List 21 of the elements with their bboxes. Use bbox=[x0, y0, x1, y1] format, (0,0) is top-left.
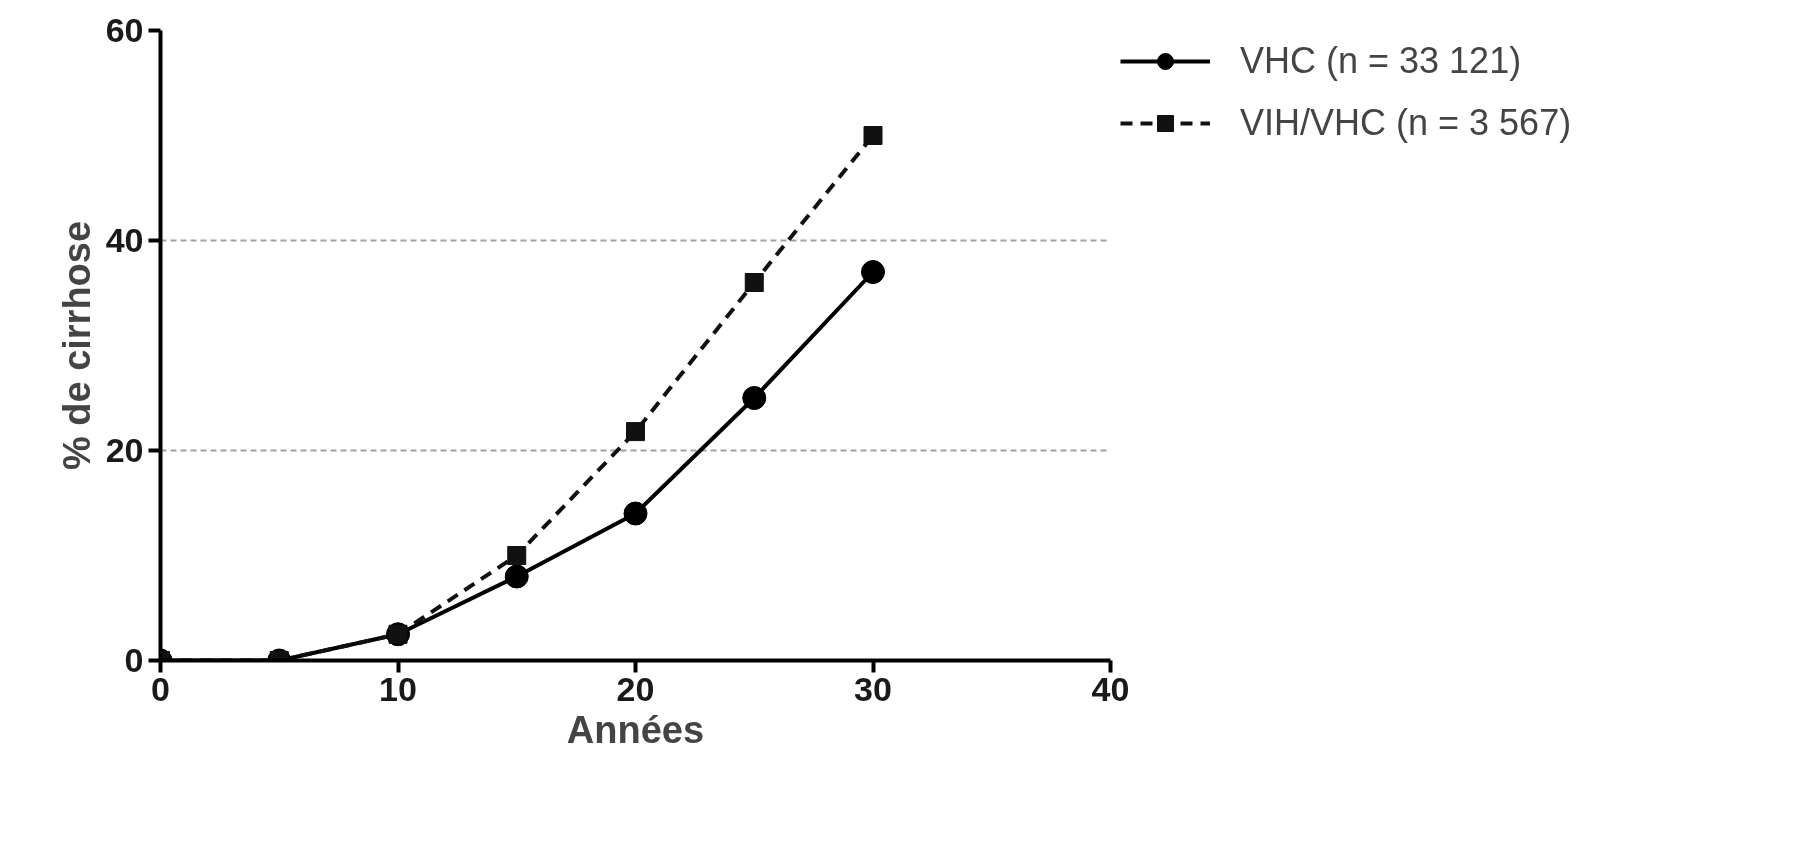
x-tick-label: 10 bbox=[379, 669, 417, 708]
x-tick-label: 40 bbox=[1091, 669, 1130, 708]
y-tick-label: 60 bbox=[105, 11, 144, 49]
point bbox=[623, 501, 648, 526]
point bbox=[507, 546, 527, 565]
point bbox=[626, 422, 645, 442]
legend-label: VHC (n = 33 121) bbox=[1240, 40, 1522, 82]
y-axis-title: % de cirrhose bbox=[55, 220, 98, 471]
y-tick-label: 0 bbox=[124, 641, 144, 679]
point bbox=[742, 386, 767, 410]
x-tick-label: 30 bbox=[854, 669, 892, 708]
x-tick-label: 0 bbox=[151, 669, 170, 708]
point bbox=[744, 273, 764, 292]
x-axis-title: Années bbox=[566, 708, 705, 751]
point bbox=[861, 260, 885, 284]
point bbox=[504, 564, 529, 589]
y-tick-label: 20 bbox=[105, 431, 144, 469]
point bbox=[863, 126, 883, 145]
legend-label: VIH/VHC (n = 3 567) bbox=[1240, 102, 1572, 144]
y-tick-label: 40 bbox=[105, 221, 144, 259]
x-tick-label: 20 bbox=[616, 669, 655, 708]
